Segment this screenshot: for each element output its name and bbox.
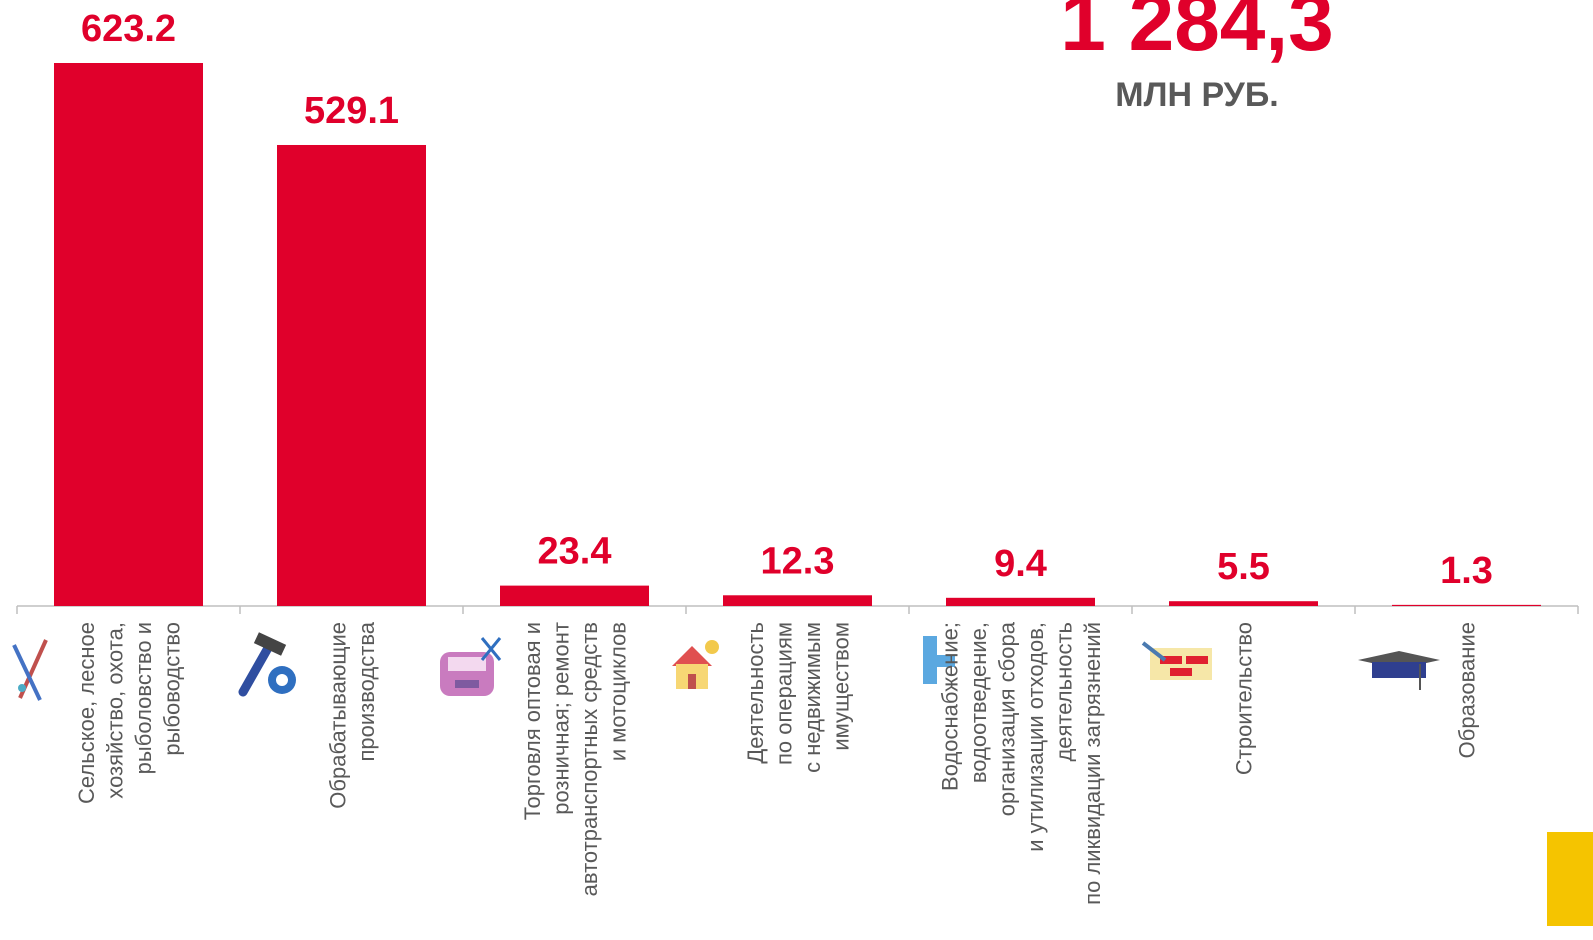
x-tick-label: Деятельность по операциям с недвижимым имущ… bbox=[743, 622, 854, 773]
value-label: 529.1 bbox=[304, 90, 399, 132]
total-unit: МЛН РУБ. bbox=[1115, 76, 1278, 114]
bar bbox=[1392, 604, 1541, 606]
x-tick-label: Сельское, лесное хозяйство, охота, рыболов… bbox=[74, 622, 185, 804]
icon-education bbox=[1358, 651, 1440, 690]
icon-real-estate bbox=[672, 640, 719, 689]
icon-construction bbox=[1141, 641, 1212, 680]
icon-agriculture bbox=[12, 639, 48, 701]
value-label: 1.3 bbox=[1440, 550, 1493, 592]
x-tick-label: Водоснабжение; водоотведение, организация … bbox=[937, 621, 1105, 905]
bar bbox=[1169, 601, 1318, 606]
x-tick-label: Образование bbox=[1455, 622, 1480, 758]
x-tick-label: Торговля оптовая и розничная; ремонт автот… bbox=[520, 622, 631, 896]
value-label: 23.4 bbox=[538, 531, 612, 573]
value-label: 9.4 bbox=[994, 543, 1047, 585]
x-tick-label: Строительство bbox=[1232, 622, 1257, 775]
decor-block bbox=[1547, 832, 1593, 926]
icon-manufacturing bbox=[238, 632, 296, 697]
icons bbox=[12, 632, 1440, 701]
bar bbox=[946, 597, 1095, 606]
value-label: 623.2 bbox=[81, 8, 176, 50]
icon-water bbox=[923, 636, 955, 684]
total-value: 1 284,3 bbox=[1060, 0, 1334, 68]
bar bbox=[500, 585, 649, 606]
value-label: 5.5 bbox=[1217, 546, 1270, 588]
bar bbox=[723, 595, 872, 606]
bar bbox=[54, 63, 203, 606]
icon-trade bbox=[440, 637, 502, 696]
bar bbox=[277, 144, 426, 606]
x-tick-label: Обрабатывающие производства bbox=[325, 621, 379, 808]
value-label: 12.3 bbox=[761, 540, 835, 582]
